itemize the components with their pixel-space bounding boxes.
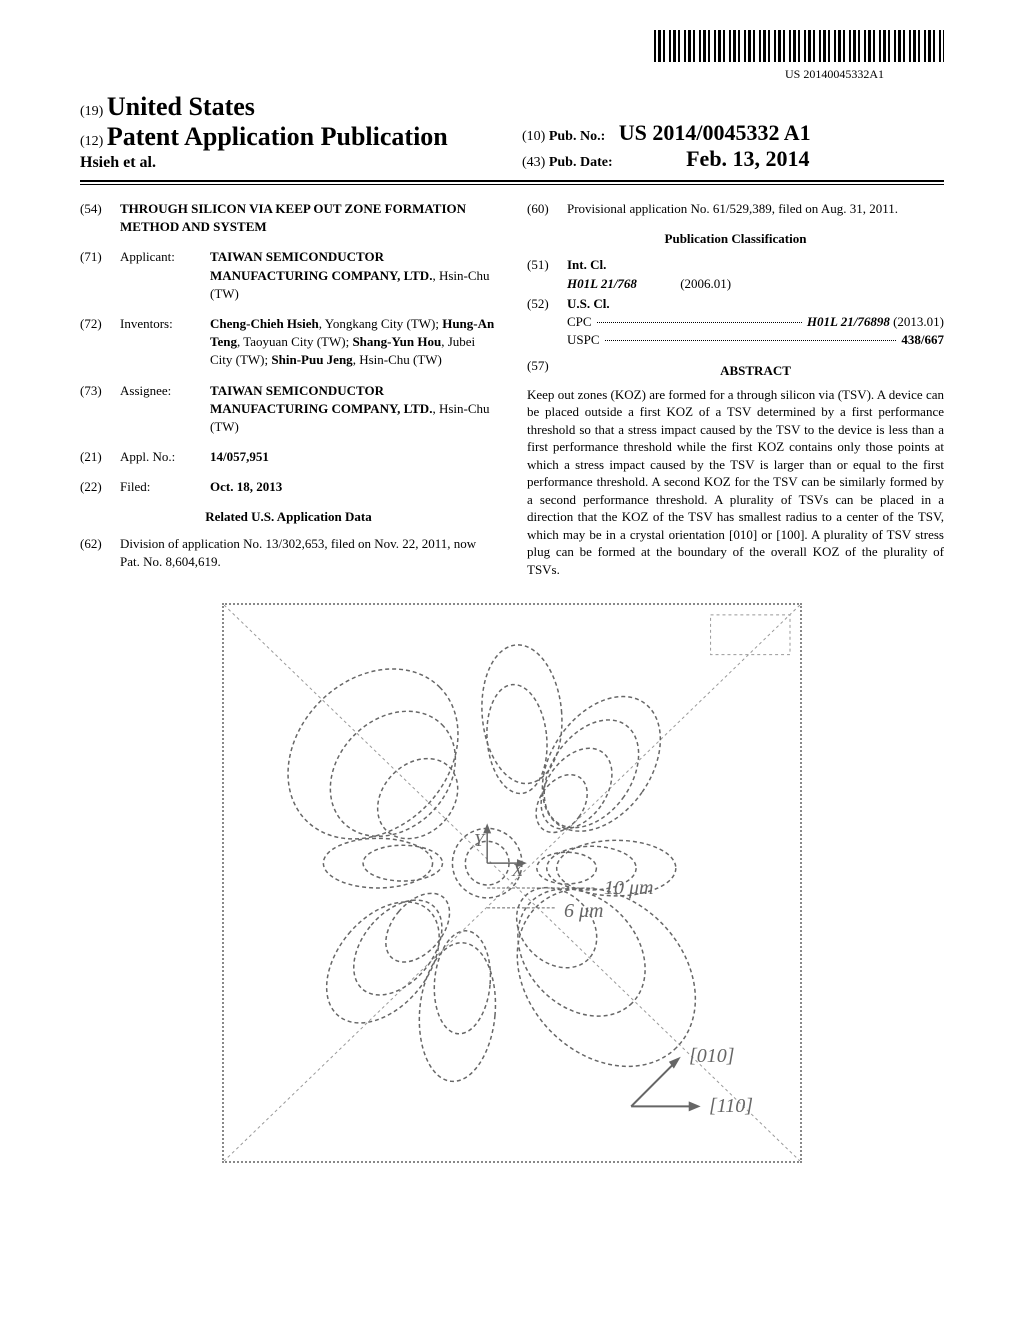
assignee-value: TAIWAN SEMICONDUCTOR MANUFACTURING COMPA…	[210, 383, 432, 416]
applno-label: Appl. No.:	[120, 448, 210, 466]
y-axis-label: Y	[474, 830, 484, 851]
division-text: Division of application No. 13/302,653, …	[120, 535, 497, 571]
assignee-label: Assignee:	[120, 382, 210, 437]
int-cl-row: (51) Int. Cl. H01L 21/768 (2006.01)	[527, 256, 944, 292]
abstract-text: Keep out zones (KOZ) are formed for a th…	[527, 386, 944, 579]
us-cl-row: (52) U.S. Cl. CPC H01L 21/76898 (2013.01…	[527, 295, 944, 350]
code-19: (19)	[80, 104, 103, 119]
applno-value: 14/057,951	[210, 448, 497, 466]
right-column: (60) Provisional application No. 61/529,…	[527, 200, 944, 583]
inventor-2-loc: , Taoyuan City (TW);	[237, 334, 352, 349]
applicant-code: (71)	[80, 248, 120, 303]
applno-field: (21) Appl. No.: 14/057,951	[80, 448, 497, 466]
scale-10um: 10 μm	[604, 877, 653, 900]
applno-code: (21)	[80, 448, 120, 466]
barcode-image	[654, 30, 944, 62]
applicant-field: (71) Applicant: TAIWAN SEMICONDUCTOR MAN…	[80, 248, 497, 303]
uspc-label: USPC	[567, 331, 600, 349]
publication-type: Patent Application Publication	[107, 122, 448, 151]
abstract-header: ABSTRACT	[567, 362, 944, 380]
us-cl-code: (52)	[527, 295, 567, 350]
division-field: (62) Division of application No. 13/302,…	[80, 535, 497, 571]
barcode-section: US 20140045332A1	[80, 30, 944, 82]
figure-container: Y X 10 μm 6 μm [010] [110]	[80, 603, 944, 1163]
assignee-code: (73)	[80, 382, 120, 437]
assignee-field: (73) Assignee: TAIWAN SEMICONDUCTOR MANU…	[80, 382, 497, 437]
provisional-code: (60)	[527, 200, 567, 218]
authors: Hsieh et al.	[80, 154, 502, 172]
related-header: Related U.S. Application Data	[80, 508, 497, 526]
filed-value: Oct. 18, 2013	[210, 478, 497, 496]
provisional-field: (60) Provisional application No. 61/529,…	[527, 200, 944, 218]
stress-contour-diagram	[224, 605, 800, 1161]
inventor-1-loc: , Yongkang City (TW);	[319, 316, 443, 331]
division-code: (62)	[80, 535, 120, 571]
barcode-number: US 20140045332A1	[80, 67, 884, 82]
filed-label: Filed:	[120, 478, 210, 496]
inventors-field: (72) Inventors: Cheng-Chieh Hsieh, Yongk…	[80, 315, 497, 370]
title-value: THROUGH SILICON VIA KEEP OUT ZONE FORMAT…	[120, 200, 497, 236]
applicant-value: TAIWAN SEMICONDUCTOR MANUFACTURING COMPA…	[210, 249, 432, 282]
country-name: United States	[107, 92, 255, 121]
abstract-code: (57)	[527, 357, 567, 385]
cpc-label: CPC	[567, 313, 592, 331]
scale-6um: 6 μm	[564, 900, 603, 923]
provisional-text: Provisional application No. 61/529,389, …	[567, 200, 944, 218]
code-10: (10)	[522, 129, 545, 144]
filed-field: (22) Filed: Oct. 18, 2013	[80, 478, 497, 496]
int-cl-label: Int. Cl.	[567, 256, 944, 274]
pub-no-label: Pub. No.:	[549, 129, 605, 144]
applicant-label: Applicant:	[120, 248, 210, 303]
pub-date-label: Pub. Date:	[549, 155, 613, 170]
x-axis-label: X	[512, 860, 523, 881]
main-divider	[80, 180, 944, 182]
figure-box: Y X 10 μm 6 μm [010] [110]	[222, 603, 802, 1163]
int-cl-year: (2006.01)	[680, 276, 731, 291]
classification-header: Publication Classification	[527, 230, 944, 248]
direction-110: [110]	[709, 1095, 753, 1118]
inventor-4: Shin-Puu Jeng	[271, 352, 352, 367]
uspc-value: 438/667	[901, 331, 944, 349]
inventor-4-loc: , Hsin-Chu (TW)	[353, 352, 442, 367]
thin-divider	[80, 184, 944, 185]
code-12: (12)	[80, 134, 103, 149]
cpc-year: (2013.01)	[890, 314, 944, 329]
int-cl-class: H01L 21/768	[567, 276, 637, 291]
title-field: (54) THROUGH SILICON VIA KEEP OUT ZONE F…	[80, 200, 497, 236]
inventor-1: Cheng-Chieh Hsieh	[210, 316, 319, 331]
title-code: (54)	[80, 200, 120, 236]
pub-date-value: Feb. 13, 2014	[686, 146, 809, 171]
filed-code: (22)	[80, 478, 120, 496]
left-column: (54) THROUGH SILICON VIA KEEP OUT ZONE F…	[80, 200, 497, 583]
code-43: (43)	[522, 155, 545, 170]
pub-no-value: US 2014/0045332 A1	[619, 120, 811, 145]
int-cl-code: (51)	[527, 256, 567, 292]
us-cl-label: U.S. Cl.	[567, 295, 944, 313]
inventors-code: (72)	[80, 315, 120, 370]
inventors-label: Inventors:	[120, 315, 210, 370]
cpc-value: H01L 21/76898	[807, 314, 890, 329]
content-columns: (54) THROUGH SILICON VIA KEEP OUT ZONE F…	[80, 200, 944, 583]
header-row: (19) United States (12) Patent Applicati…	[80, 92, 944, 172]
direction-010: [010]	[689, 1045, 735, 1068]
inventor-3: Shang-Yun Hou	[352, 334, 441, 349]
